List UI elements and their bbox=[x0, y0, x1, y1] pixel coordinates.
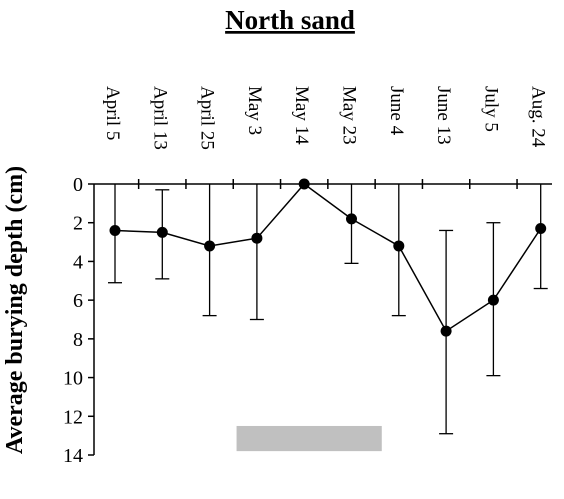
shaded-period-bar bbox=[236, 425, 382, 452]
x-tick-label: April 5 bbox=[102, 86, 123, 140]
y-tick-label: 8 bbox=[73, 329, 83, 351]
data-point bbox=[298, 178, 310, 190]
y-tick-label: 4 bbox=[73, 251, 83, 273]
data-point bbox=[346, 213, 357, 225]
x-tick-labels: April 5 April 13 April 25 May 3 May 14 May 23… bbox=[102, 86, 549, 150]
error-bar bbox=[533, 184, 548, 290]
data-point bbox=[535, 223, 547, 235]
title-layer: North sand bbox=[225, 5, 355, 35]
series-line bbox=[114, 182, 542, 333]
y-tick-label: 0 bbox=[73, 174, 83, 196]
error-bar bbox=[249, 184, 264, 321]
x-tick-label: May 23 bbox=[339, 86, 360, 145]
y-tick-label: 12 bbox=[63, 406, 83, 428]
y-tick-label: 14 bbox=[63, 445, 83, 467]
point-layer bbox=[109, 178, 547, 337]
data-point bbox=[440, 325, 452, 337]
x-tick-label: April 25 bbox=[197, 86, 218, 150]
axis-layer bbox=[88, 179, 552, 456]
data-point bbox=[204, 240, 216, 252]
data-point bbox=[156, 226, 168, 238]
y-tick-label: 2 bbox=[73, 213, 83, 235]
data-point bbox=[109, 224, 121, 236]
y-tick-label: 6 bbox=[73, 290, 83, 312]
bar-layer bbox=[236, 425, 382, 452]
data-point bbox=[251, 232, 263, 244]
x-tick-label: May 3 bbox=[244, 86, 265, 135]
x-tick-label: July 5 bbox=[480, 86, 501, 132]
data-point bbox=[487, 294, 499, 306]
chart-title: North sand bbox=[225, 5, 355, 35]
x-tick-label: June 4 bbox=[386, 86, 407, 136]
ylabel-layer: Average burying depth (cm) bbox=[2, 166, 28, 454]
data-point bbox=[393, 240, 405, 252]
y-tick-label: 10 bbox=[63, 368, 83, 390]
y-tick-labels: 0 2 4 6 8 10 12 14 bbox=[63, 174, 83, 467]
line-layer bbox=[114, 182, 542, 333]
x-tick-label: Aug. 24 bbox=[528, 86, 549, 148]
errorbar-layer bbox=[108, 184, 548, 435]
x-tick-label: April 13 bbox=[149, 86, 170, 150]
x-tick-label: May 14 bbox=[291, 86, 312, 145]
y-axis-label: Average burying depth (cm) bbox=[2, 166, 28, 454]
x-tick-label: June 13 bbox=[433, 86, 454, 145]
